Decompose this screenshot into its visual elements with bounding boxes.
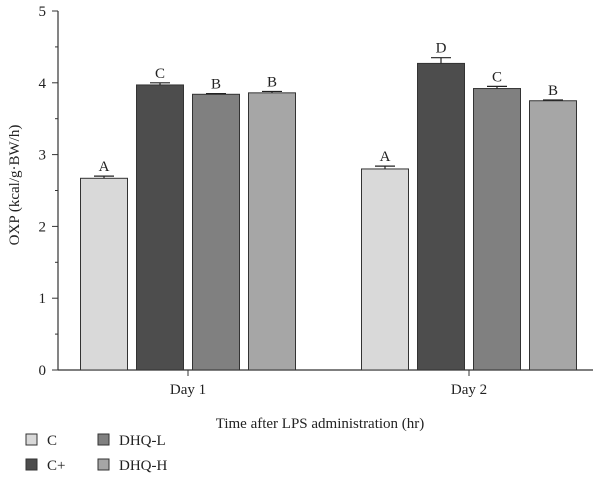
legend-swatch (25, 433, 38, 446)
legend-label: C+ (47, 458, 65, 474)
x-tick-label: Day 2 (451, 382, 487, 398)
significance-label: A (380, 149, 391, 165)
legend-label: C (47, 433, 57, 449)
legend-label: DHQ-H (119, 458, 167, 474)
bar (248, 92, 296, 371)
significance-label: B (211, 77, 221, 93)
y-tick-label: 0 (39, 363, 47, 379)
bar (529, 100, 577, 371)
significance-label: B (267, 74, 277, 90)
y-tick-label: 3 (39, 148, 47, 164)
y-tick-label: 1 (39, 291, 47, 307)
y-tick-label: 2 (39, 219, 47, 235)
y-tick-label: 5 (39, 4, 47, 20)
y-axis-title: OXP (kcal/g·BW/h) (7, 125, 23, 246)
significance-label: C (155, 66, 165, 82)
bar (192, 93, 240, 371)
significance-label: B (548, 83, 558, 99)
bar (80, 177, 128, 371)
y-tick-label: 4 (39, 76, 47, 92)
x-axis-title: Time after LPS administration (hr) (216, 416, 425, 432)
significance-label: A (99, 159, 110, 175)
bar (136, 84, 184, 371)
bar (361, 168, 409, 371)
legend-swatch (97, 433, 110, 446)
plot-area: 0 1 2 3 4 5 Day 1 A C B B Day 2 A D C B (39, 4, 593, 398)
x-tick-label: Day 1 (170, 382, 206, 398)
legend-label: DHQ-L (119, 433, 166, 449)
bar (473, 88, 521, 371)
legend-swatch (25, 458, 38, 471)
significance-label: C (492, 69, 502, 85)
significance-label: D (436, 41, 447, 57)
legend: C C+ DHQ-L DHQ-H (25, 433, 167, 474)
bar (417, 62, 465, 371)
legend-swatch (97, 458, 110, 471)
